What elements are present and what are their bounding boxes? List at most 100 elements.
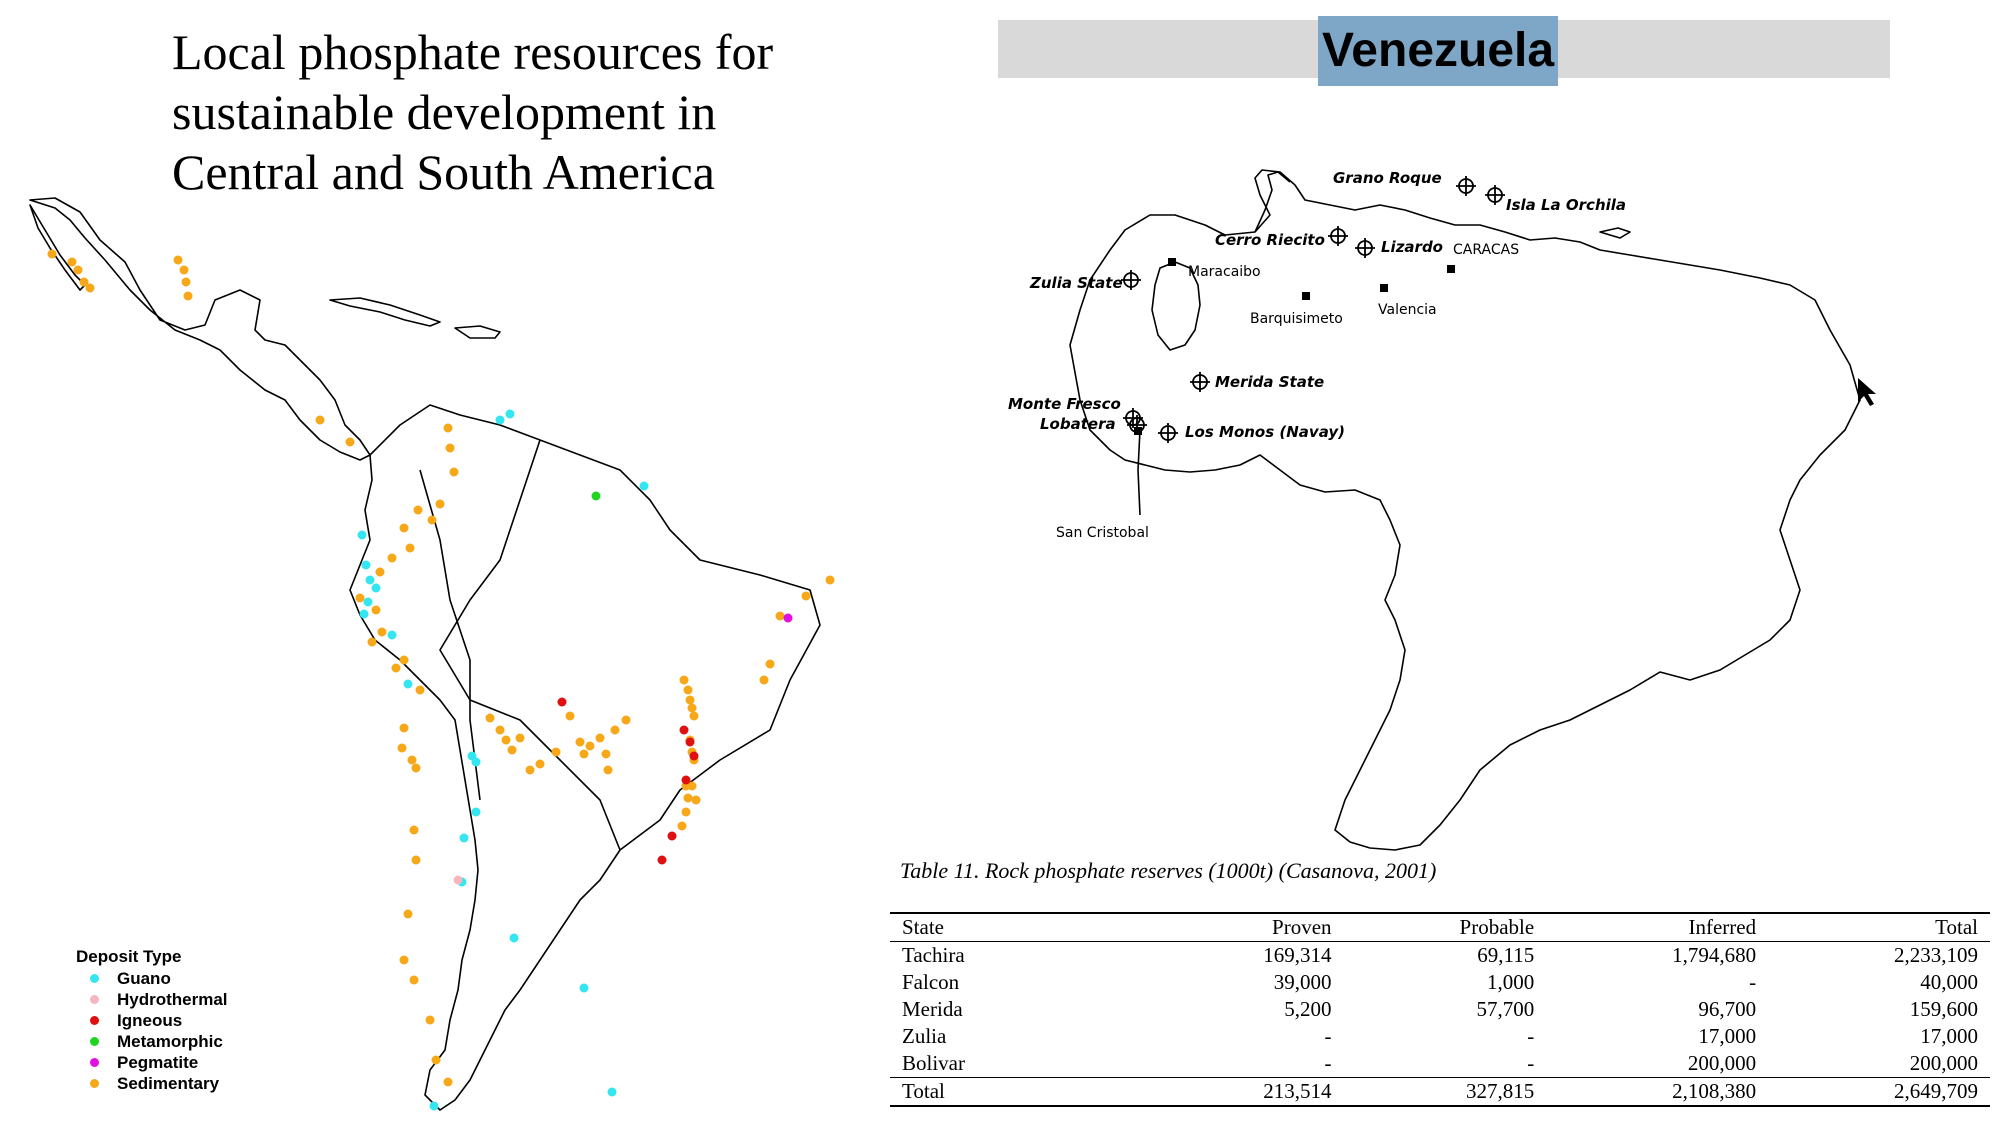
cerro-riecito-marker — [1328, 226, 1348, 246]
deposit-dot-sedimentary — [507, 745, 517, 755]
mexico-central-america-outline — [29, 197, 371, 461]
deposit-dot-guano — [365, 575, 375, 585]
deposit-dot-sedimentary — [47, 249, 57, 259]
deposit-dot-guano — [607, 1087, 617, 1097]
table-total-row: Total 213,514 327,815 2,108,380 2,649,70… — [890, 1077, 1990, 1107]
deposit-dot-sedimentary — [399, 523, 409, 533]
table-cell: 17,000 — [1698, 1024, 1757, 1048]
deposit-dot-sedimentary — [687, 781, 697, 791]
table-cell: 96,700 — [1698, 997, 1757, 1021]
deposit-dot-sedimentary — [85, 283, 95, 293]
deposit-dot-sedimentary — [565, 711, 575, 721]
margarita-island-outline — [1599, 227, 1631, 239]
deposit-dot-guano — [403, 679, 413, 689]
deposit-dot-sedimentary — [621, 715, 631, 725]
deposit-dot-igneous — [557, 697, 567, 707]
guano-swatch — [90, 974, 99, 983]
table-cell: 2,649,709 — [1768, 1077, 1990, 1107]
legend-label: Igneous — [117, 1011, 183, 1030]
maracaibo-marker — [1168, 258, 1176, 266]
table-row: Tachira 169,314 69,115 1,794,680 2,233,1… — [890, 942, 1990, 970]
deposit-dot-sedimentary — [601, 749, 611, 759]
venezuela-map: Grano Roque Isla La Orchila Cerro Riecit… — [1008, 169, 1876, 851]
deposit-dot-sedimentary — [595, 733, 605, 743]
deposit-dot-sedimentary — [435, 499, 445, 509]
deposit-dot-sedimentary — [397, 743, 407, 753]
deposit-markers — [1121, 176, 1505, 443]
city-label: Barquisimeto — [1250, 311, 1343, 327]
metamorphic-swatch — [90, 1037, 99, 1046]
deposit-dot-sedimentary — [443, 423, 453, 433]
city-label: CARACAS — [1453, 242, 1519, 258]
deposit-dot-sedimentary — [603, 765, 613, 775]
cuba-outline — [329, 297, 441, 327]
deposit-dot-sedimentary — [173, 255, 183, 265]
latin-america-deposit-map — [29, 197, 835, 1111]
deposit-dot-sedimentary — [413, 505, 423, 515]
table-cell: - — [1527, 1051, 1535, 1075]
deposit-dot-sedimentary — [759, 675, 769, 685]
column-header: Total — [1768, 912, 1990, 942]
deposit-dot-sedimentary — [411, 763, 421, 773]
andes-border — [419, 469, 481, 801]
table-row: Merida 5,200 57,700 96,700 159,600 — [890, 996, 1990, 1023]
deposit-dot-sedimentary — [485, 713, 495, 723]
venezuela-outline — [1069, 169, 1861, 851]
sedimentary-swatch — [90, 1079, 99, 1088]
deposit-dot-sedimentary — [495, 725, 505, 735]
map-legend: Deposit Type Guano Hydrothermal Igneous … — [76, 946, 228, 1094]
barquisimeto-marker — [1302, 292, 1310, 300]
deposit-dot-sedimentary — [67, 257, 77, 267]
table-cell: 327,815 — [1343, 1077, 1547, 1107]
deposit-label: Cerro Riecito — [1215, 231, 1325, 249]
legend-label: Sedimentary — [117, 1074, 220, 1093]
column-header: Inferred — [1546, 912, 1769, 942]
deposit-dot-sedimentary — [377, 627, 387, 637]
deposit-dot-sedimentary — [443, 1077, 453, 1087]
deposit-dot-sedimentary — [449, 467, 459, 477]
deposit-dot-sedimentary — [407, 755, 417, 765]
deposit-dot-sedimentary — [183, 291, 193, 301]
legend-label: Guano — [117, 969, 171, 988]
slide-title: Local phosphate resources for sustainabl… — [172, 22, 872, 202]
table-cell: Total — [890, 1077, 1154, 1107]
table-row: Bolivar - - 200,000 200,000 — [890, 1050, 1990, 1078]
deposit-dot-sedimentary — [525, 765, 535, 775]
deposit-dot-sedimentary — [679, 675, 689, 685]
deposit-dot-metamorphic — [591, 491, 601, 501]
table-row: Falcon 39,000 1,000 - 40,000 — [890, 969, 1990, 996]
deposit-dot-guano — [505, 409, 515, 419]
table-cell: 159,600 — [1909, 997, 1978, 1021]
title-line: Local phosphate resources for — [172, 24, 774, 80]
table-cell: 5,200 — [1284, 997, 1332, 1021]
deposit-dot-sedimentary — [691, 795, 701, 805]
zulia-state-marker — [1121, 270, 1141, 290]
deposit-dot-sedimentary — [579, 749, 589, 759]
table-cell: 200,000 — [1909, 1051, 1978, 1075]
table-cell: 39,000 — [1273, 970, 1332, 994]
san-cristobal-marker — [1134, 427, 1142, 435]
lake-maracaibo-outline — [1151, 261, 1201, 351]
table-cell: 1,000 — [1486, 970, 1535, 994]
deposit-dot-sedimentary — [375, 567, 385, 577]
deposit-dot-sedimentary — [551, 747, 561, 757]
caracas-marker — [1447, 265, 1455, 273]
deposit-dot-igneous — [667, 831, 677, 841]
deposit-label: Grano Roque — [1333, 169, 1442, 187]
table-cell: 40,000 — [1920, 970, 1978, 994]
deposit-dot-igneous — [685, 737, 695, 747]
deposit-dot-igneous — [689, 751, 699, 761]
deposit-dot-sedimentary — [431, 1055, 441, 1065]
grano-roque-marker — [1456, 176, 1476, 196]
deposit-dot-sedimentary — [399, 955, 409, 965]
deposit-dot-sedimentary — [425, 1015, 435, 1025]
deposit-dot-guano — [357, 530, 367, 540]
legend-label: Metamorphic — [117, 1032, 223, 1051]
table-cell: 1,794,680 — [1672, 943, 1757, 967]
deposit-dot-sedimentary — [409, 975, 419, 985]
table-cell: - — [1527, 1024, 1535, 1048]
coastline-outline — [29, 197, 821, 1111]
los-monos-marker — [1158, 423, 1178, 443]
legend-item-guano: Guano — [76, 968, 228, 989]
hydrothermal-swatch — [90, 995, 99, 1004]
